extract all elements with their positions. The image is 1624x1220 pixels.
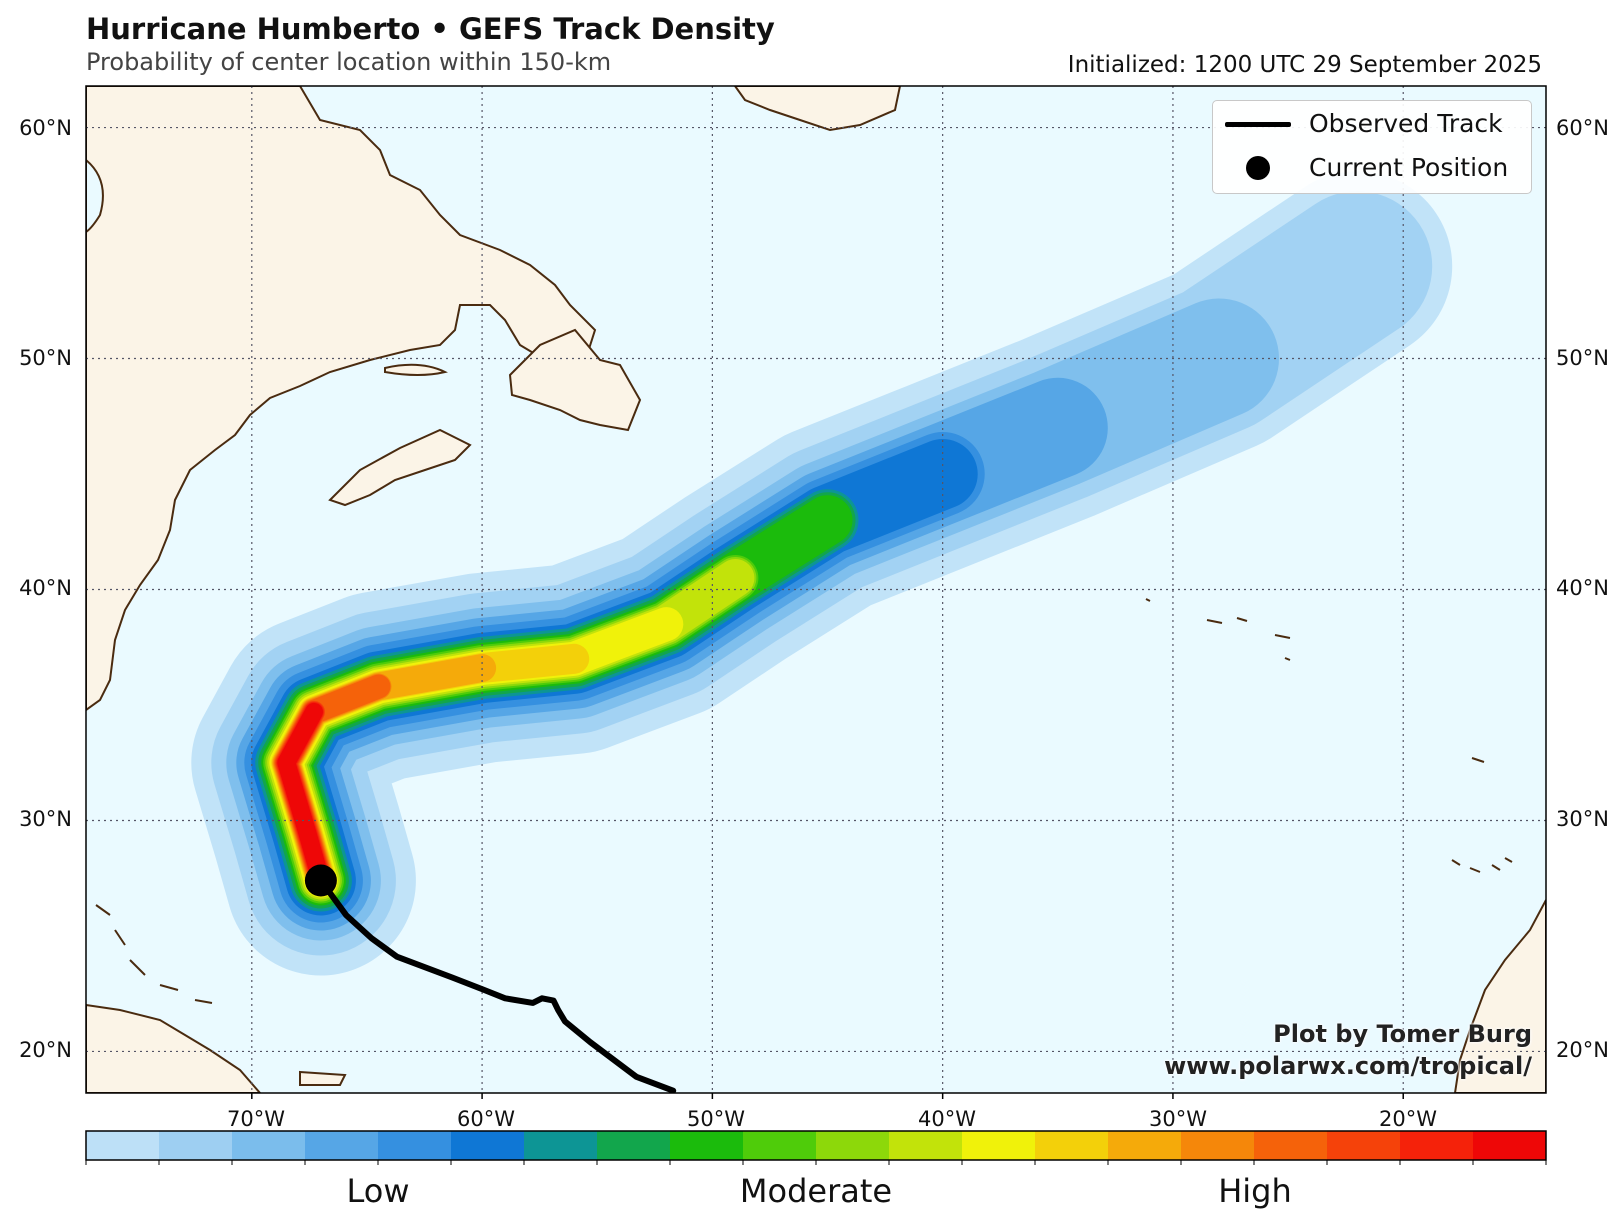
observed-track-line — [317, 877, 677, 1093]
density-level-19 — [277, 702, 330, 890]
hispaniola — [86, 1003, 262, 1093]
colorbar-segment-10 — [816, 1131, 890, 1160]
lon-label-50w: 50°W — [687, 1107, 745, 1131]
colorbar-segment-7 — [597, 1131, 671, 1160]
colorbar-segment-16 — [1254, 1131, 1328, 1160]
lon-label-40w: 40°W — [918, 1107, 976, 1131]
map-frame — [85, 85, 1547, 1094]
azores — [1145, 598, 1291, 661]
lat-label-left-20: 20°N — [19, 1038, 72, 1062]
canary-islands — [1451, 857, 1513, 873]
colorbar-label-low: Low — [346, 1172, 410, 1210]
legend-label-observed-track: Observed Track — [1309, 109, 1503, 138]
lat-label-left-50: 50°N — [19, 346, 72, 370]
lat-label-left-30: 30°N — [19, 807, 72, 831]
lat-label-right-50: 50°N — [1556, 346, 1609, 370]
greenland-tip — [733, 86, 902, 132]
observed-track-swatch — [1225, 122, 1291, 127]
legend-item-observed-track: Observed Track — [1213, 103, 1531, 143]
initialization-time: Initialized: 1200 UTC 29 September 2025 — [1067, 52, 1542, 78]
colorbar-segment-0 — [86, 1131, 160, 1160]
africa-west-coast — [1453, 899, 1546, 1093]
lat-label-right-40: 40°N — [1556, 576, 1609, 600]
colorbar-segment-13 — [1035, 1131, 1109, 1160]
lon-label-20w: 20°W — [1379, 1107, 1437, 1131]
colorbar-segment-14 — [1108, 1131, 1182, 1160]
colorbar-segment-5 — [451, 1131, 525, 1160]
lat-label-left-60: 60°N — [19, 116, 72, 140]
map-legend: Observed Track Current Position — [1212, 100, 1532, 194]
longitude-ticks — [251, 1093, 1404, 1099]
land-layer — [86, 86, 1546, 1093]
legend-item-current-position: Current Position — [1213, 147, 1531, 187]
lat-label-right-20: 20°N — [1556, 1038, 1609, 1062]
legend-label-current-position: Current Position — [1309, 153, 1509, 182]
colorbar-segment-8 — [670, 1131, 744, 1160]
colorbar-segment-9 — [743, 1131, 817, 1160]
puerto-rico — [299, 1070, 347, 1086]
colorbar-segment-19 — [1473, 1131, 1547, 1160]
lon-label-60w: 60°W — [457, 1107, 515, 1131]
colorbar-segment-12 — [962, 1131, 1036, 1160]
hudson-bay — [86, 158, 104, 234]
lon-label-30w: 30°W — [1149, 1107, 1207, 1131]
bahamas — [95, 904, 213, 1004]
current-position-swatch — [1246, 156, 1270, 180]
lat-label-right-60: 60°N — [1556, 116, 1609, 140]
colorbar-segment-3 — [305, 1131, 379, 1160]
madeira — [1471, 757, 1485, 763]
colorbar-segment-17 — [1327, 1131, 1401, 1160]
nova-scotia — [328, 428, 472, 507]
colorbar-label-high: High — [1218, 1172, 1292, 1210]
chart-subtitle: Probability of center location within 15… — [86, 48, 612, 76]
newfoundland — [508, 328, 642, 432]
current-position-marker — [304, 864, 337, 897]
colorbar-segment-11 — [889, 1131, 963, 1160]
colorbar-segment-18 — [1400, 1131, 1474, 1160]
colorbar-segment-15 — [1181, 1131, 1255, 1160]
colorbar-segment-4 — [378, 1131, 452, 1160]
lat-label-left-40: 40°N — [19, 576, 72, 600]
anticosti-island — [384, 363, 448, 376]
colorbar-label-moderate: Moderate — [739, 1172, 893, 1210]
lat-label-right-30: 30°N — [1556, 807, 1609, 831]
credit-author: Plot by Tomer Burg — [1273, 1020, 1532, 1048]
north-america-landmass — [86, 86, 597, 712]
credit-url: www.polarwx.com/tropical/ — [1164, 1052, 1532, 1080]
colorbar-segment-6 — [524, 1131, 598, 1160]
colorbar — [85, 1130, 1547, 1165]
chart-title: Hurricane Humberto • GEFS Track Density — [86, 12, 775, 46]
colorbar-segment-1 — [159, 1131, 233, 1160]
colorbar-segment-2 — [232, 1131, 306, 1160]
lon-label-70w: 70°W — [227, 1107, 285, 1131]
